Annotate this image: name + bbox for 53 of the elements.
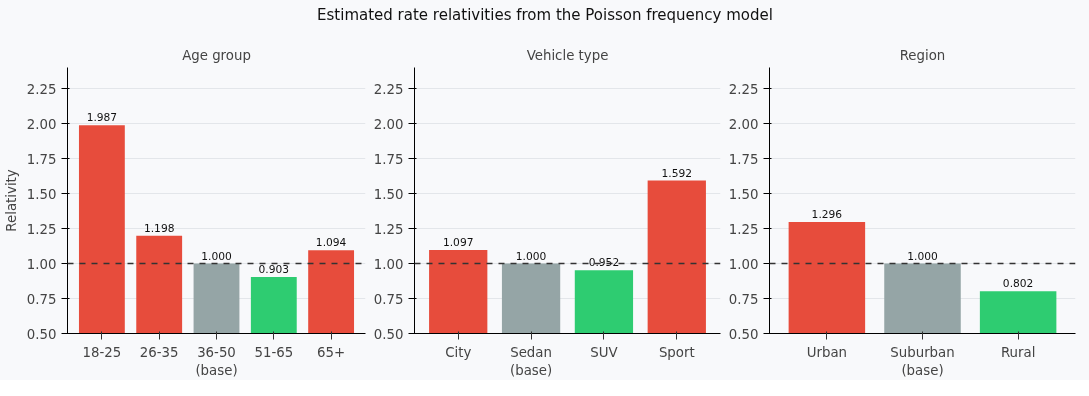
y-tick-label: 1.25 [373, 221, 404, 237]
data-label: 1.592 [661, 166, 693, 180]
data-label: 0.903 [258, 263, 290, 277]
y-tick-label: 1.50 [373, 186, 404, 202]
x-tick-label: 51-65 [254, 344, 294, 360]
y-tick-label: 1.75 [728, 151, 759, 167]
x-tick-label: Urban [806, 344, 848, 360]
x-tick-label: 26-35 [139, 344, 179, 360]
data-label: 1.000 [515, 249, 547, 263]
y-tick-label: 1.00 [373, 256, 404, 272]
y-tick-label: 2.25 [728, 81, 759, 97]
y-tick-label: 1.75 [373, 151, 404, 167]
x-tick-label: Sedan (base) [509, 344, 553, 378]
data-label: 0.952 [588, 256, 620, 270]
data-label: 0.802 [1002, 277, 1034, 291]
x-tick-label: 18-25 [82, 344, 122, 360]
y-tick-label: 0.75 [26, 291, 57, 307]
y-tick-label: 0.50 [26, 326, 57, 342]
y-tick-label: 1.50 [728, 186, 759, 202]
y-tick-label: 1.00 [728, 256, 759, 272]
y-tick-label: 2.00 [728, 116, 759, 132]
y-tick-label: 1.75 [26, 151, 57, 167]
y-tick-label: 0.50 [373, 326, 404, 342]
data-label: 1.296 [811, 208, 843, 222]
x-tick-label: 65+ [317, 344, 346, 360]
y-tick-label: 1.25 [26, 221, 57, 237]
x-tick-label: Rural [1000, 344, 1036, 360]
y-tick-label: 2.25 [373, 81, 404, 97]
data-label: 1.097 [442, 235, 474, 249]
data-label: 1.987 [86, 111, 118, 125]
x-tick-label: Sport [658, 344, 695, 360]
y-tick-label: 0.75 [373, 291, 404, 307]
y-tick-label: 2.25 [26, 81, 57, 97]
y-tick-label: 1.00 [26, 256, 57, 272]
chart-title: Age group [182, 47, 251, 63]
x-tick-label: 36-50 (base) [195, 344, 238, 378]
y-tick-label: 2.00 [373, 116, 404, 132]
data-label: 1.000 [907, 249, 938, 263]
chart-title: Vehicle type [526, 47, 609, 63]
y-tick-label: 0.75 [728, 291, 759, 307]
y-axis-title: Relativity [3, 169, 19, 232]
y-tick-label: 1.25 [728, 221, 759, 237]
y-tick-label: 2.00 [26, 116, 57, 132]
x-tick-label: City [445, 344, 472, 360]
y-tick-label: 1.50 [26, 186, 57, 202]
chart-title: Region [899, 47, 946, 63]
data-label: 1.094 [315, 236, 347, 250]
y-tick-label: 0.50 [728, 326, 759, 342]
text: Estimated rate relativities from the Poisson frequency model [317, 5, 773, 26]
data-label: 1.198 [143, 221, 175, 235]
x-tick-label: SUV [590, 344, 618, 360]
x-tick-label: Suburban (base) [890, 344, 955, 378]
data-label: 1.000 [201, 249, 232, 263]
